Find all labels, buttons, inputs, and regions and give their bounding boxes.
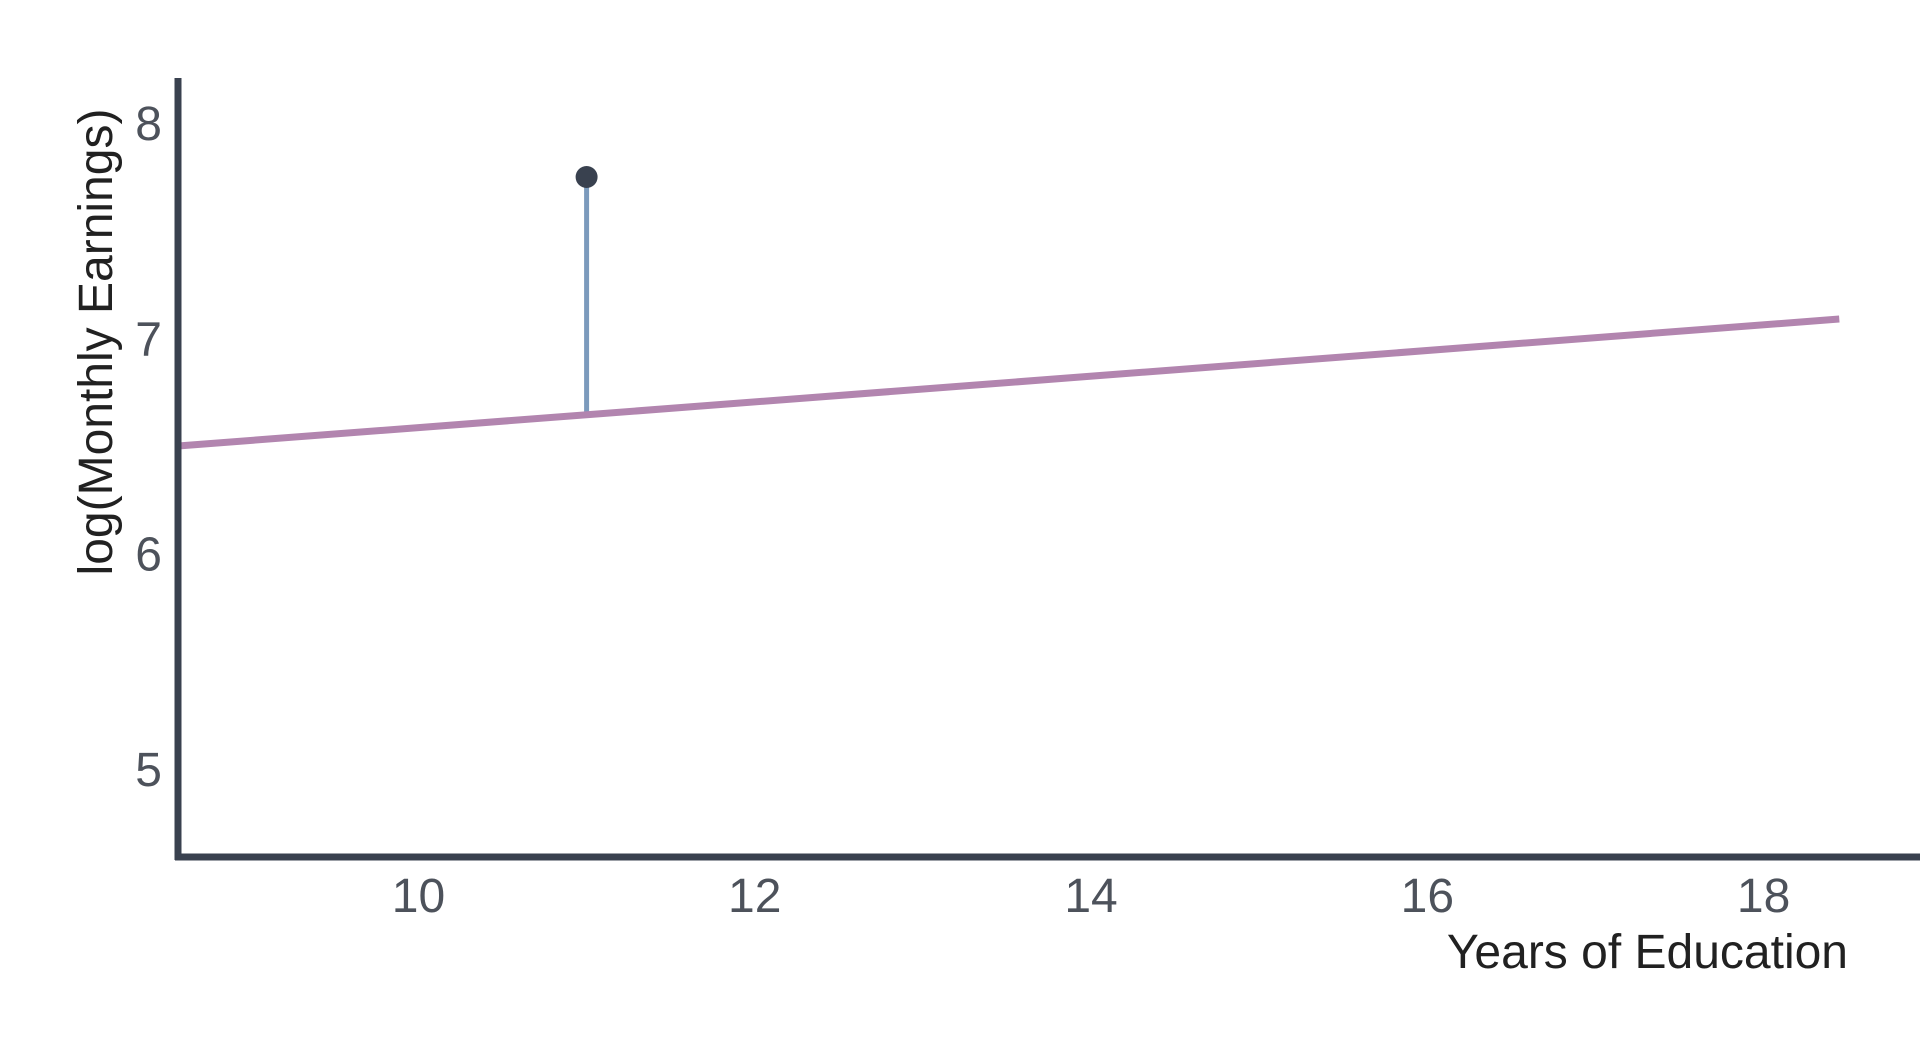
- y-tick-label: 7: [135, 313, 162, 366]
- series-layer: [177, 165, 1840, 450]
- y-tick-label: 6: [135, 529, 162, 582]
- x-tick-label: 14: [1064, 870, 1117, 923]
- tick-labels-layer: 10 12 14 16 18 5 6 7 8: [135, 98, 1790, 923]
- x-tick-label: 10: [392, 870, 445, 923]
- regression-line: [177, 315, 1840, 450]
- x-tick-label: 18: [1737, 870, 1790, 923]
- x-axis-label: Years of Education: [1447, 926, 1848, 979]
- y-tick-label: 8: [135, 98, 162, 151]
- y-tick-label: 5: [135, 744, 162, 797]
- y-axis-label: log(Monthly Earnings): [70, 109, 123, 576]
- x-tick-label: 16: [1401, 870, 1454, 923]
- x-tick-label: 12: [728, 870, 781, 923]
- axes-layer: [174, 78, 1920, 861]
- data-point: [575, 165, 598, 188]
